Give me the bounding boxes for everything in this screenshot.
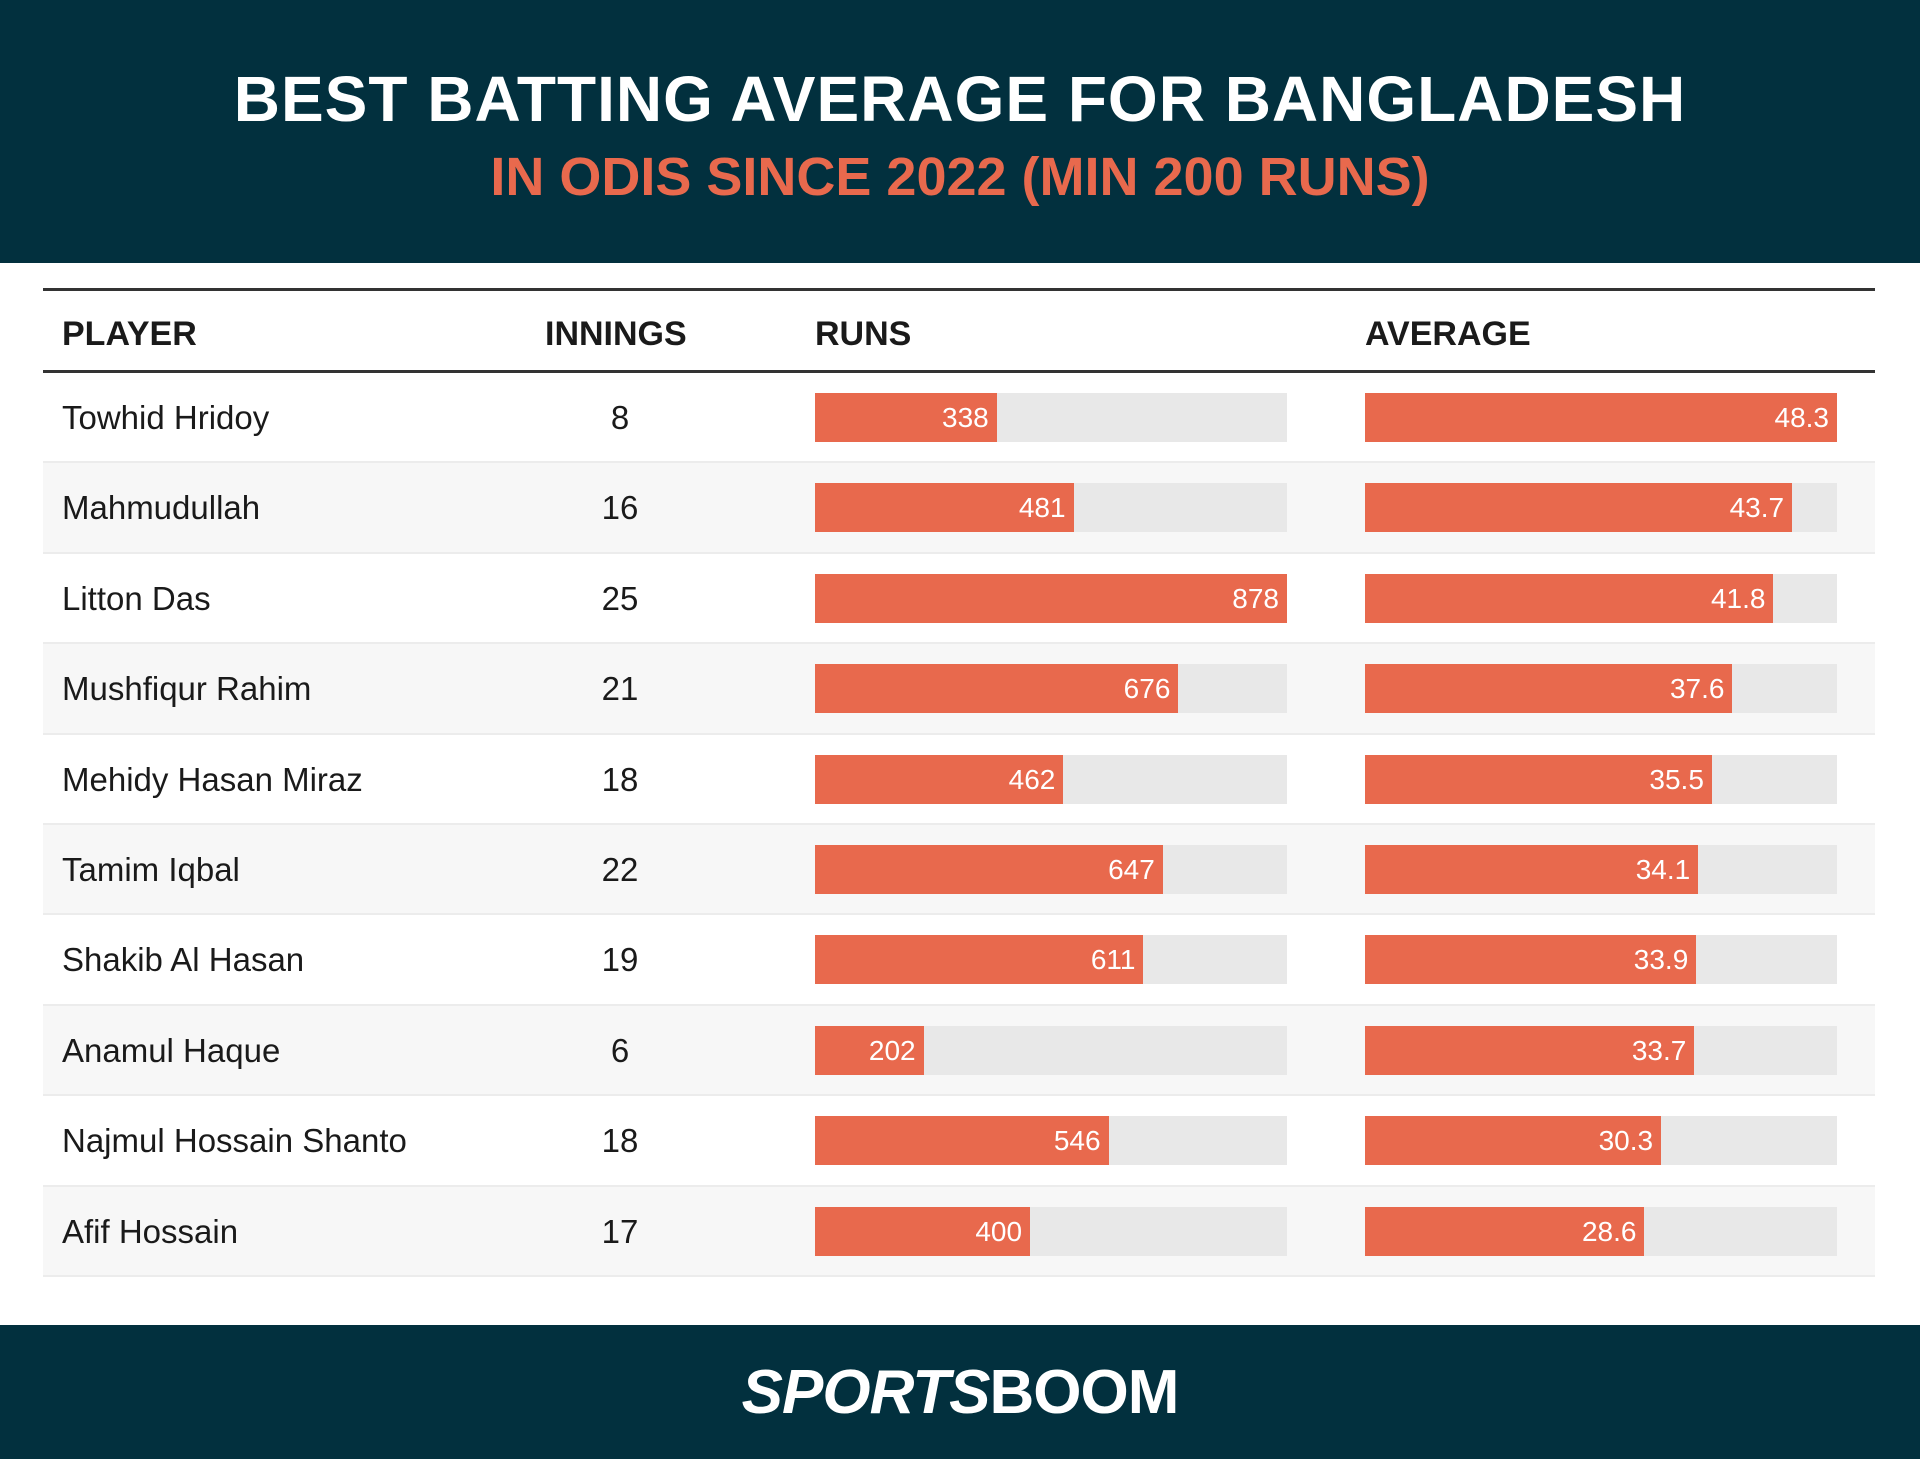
table-header: PLAYER INNINGS RUNS AVERAGE (43, 291, 1875, 373)
average-bar: 34.1 (1365, 844, 1699, 894)
runs-bar: 878 (815, 573, 1287, 623)
average-bar-track: 35.5 (1365, 754, 1837, 804)
table-row: Anamul Haque 6 202 33.7 (43, 1005, 1875, 1097)
chart-subtitle: IN ODIS SINCE 2022 (MIN 200 RUNS) (490, 147, 1430, 207)
table-row: Mushfiqur Rahim 21 676 37.6 (43, 644, 1875, 735)
average-bar-track: 41.8 (1365, 573, 1837, 623)
average-bar: 41.8 (1365, 573, 1774, 623)
average-bar: 37.6 (1365, 664, 1733, 714)
average-bar-track: 48.3 (1365, 393, 1837, 442)
player-name: Najmul Hossain Shanto (62, 1122, 407, 1160)
runs-bar-track: 462 (815, 754, 1287, 804)
player-name: Shakib Al Hasan (62, 941, 305, 979)
player-name: Mahmudullah (62, 489, 261, 527)
runs-bar: 546 (815, 1116, 1109, 1166)
sportsboom-logo: SPORTSBOOM (742, 1358, 1180, 1427)
player-name: Litton Das (62, 579, 211, 617)
runs-bar: 611 (815, 935, 1144, 985)
runs-bar: 462 (815, 754, 1064, 804)
average-bar-track: 33.9 (1365, 935, 1837, 985)
runs-bar-track: 338 (815, 393, 1287, 442)
runs-bar-track: 400 (815, 1206, 1287, 1256)
average-bar: 33.9 (1365, 935, 1697, 985)
average-bar-track: 43.7 (1365, 483, 1837, 533)
player-name: Mushfiqur Rahim (62, 670, 312, 708)
table-row: Tamim Iqbal 22 647 34.1 (43, 824, 1875, 916)
svg-text:SPORTSBOOM: SPORTSBOOM (742, 1358, 1179, 1427)
runs-bar-track: 676 (815, 664, 1287, 714)
table-row: Afif Hossain 17 400 28.6 (43, 1186, 1875, 1277)
player-name: Anamul Haque (62, 1031, 281, 1069)
table-row: Litton Das 25 878 41.8 (43, 554, 1875, 645)
player-name: Mehidy Hasan Miraz (62, 760, 363, 798)
runs-bar: 400 (815, 1206, 1031, 1256)
stats-table: PLAYER INNINGS RUNS AVERAGE Towhid Hrido… (43, 288, 1875, 1277)
average-bar-track: 34.1 (1365, 844, 1837, 894)
player-name: Tamim Iqbal (62, 850, 240, 888)
average-bar-track: 28.6 (1365, 1206, 1837, 1256)
average-bar: 33.7 (1365, 1025, 1695, 1075)
table-row: Mehidy Hasan Miraz 18 462 35.5 (43, 735, 1875, 825)
divider (43, 288, 1875, 291)
runs-bar-track: 202 (815, 1025, 1287, 1075)
average-bar-track: 37.6 (1365, 664, 1837, 714)
average-bar-track: 33.7 (1365, 1025, 1837, 1075)
footer: SPORTSBOOM (0, 1325, 1920, 1459)
average-bar: 43.7 (1365, 483, 1793, 533)
runs-bar: 647 (815, 844, 1163, 894)
average-bar: 28.6 (1365, 1206, 1645, 1256)
runs-bar: 676 (815, 664, 1179, 714)
average-bar: 30.3 (1365, 1116, 1662, 1166)
chart-title: BEST BATTING AVERAGE FOR BANGLADESH (233, 63, 1687, 135)
runs-bar: 481 (815, 483, 1074, 533)
column-header-innings: INNINGS (545, 315, 687, 353)
average-bar-track: 30.3 (1365, 1116, 1837, 1166)
average-bar: 48.3 (1365, 393, 1837, 442)
table-row: Shakib Al Hasan 19 611 33.9 (43, 915, 1875, 1006)
runs-bar-track: 546 (815, 1116, 1287, 1166)
table-row: Mahmudullah 16 481 43.7 (43, 463, 1875, 554)
runs-bar-track: 481 (815, 483, 1287, 533)
runs-bar: 202 (815, 1025, 924, 1075)
player-name: Afif Hossain (62, 1212, 239, 1250)
header: BEST BATTING AVERAGE FOR BANGLADESH IN O… (0, 0, 1920, 263)
runs-bar: 338 (815, 393, 997, 442)
column-header-player: PLAYER (62, 315, 197, 353)
column-header-average: AVERAGE (1365, 315, 1531, 353)
runs-bar-track: 647 (815, 844, 1287, 894)
table-body: Towhid Hridoy 8 338 48.3 Mahmudullah 16 4… (43, 373, 1875, 1277)
column-header-runs: RUNS (815, 315, 912, 353)
average-bar: 35.5 (1365, 754, 1712, 804)
runs-bar-track: 878 (815, 573, 1287, 623)
runs-bar-track: 611 (815, 935, 1287, 985)
player-name: Towhid Hridoy (62, 399, 270, 436)
table-row: Najmul Hossain Shanto 18 546 30.3 (43, 1096, 1875, 1187)
table-row: Towhid Hridoy 8 338 48.3 (43, 373, 1875, 464)
